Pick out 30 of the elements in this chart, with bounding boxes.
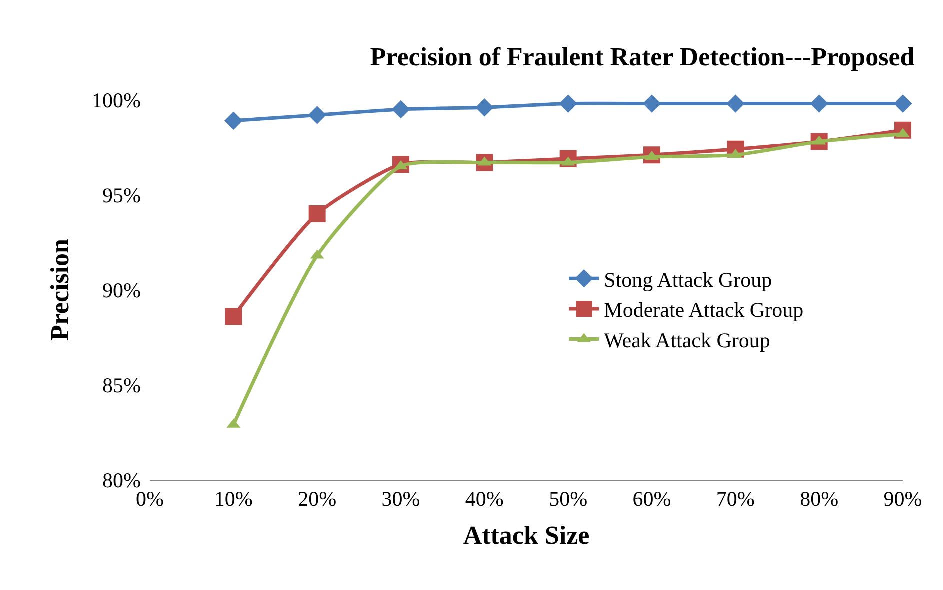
x-tick-label: 40% (465, 487, 504, 512)
point (894, 94, 912, 113)
y-axis-title: Precision (45, 238, 74, 342)
point (308, 206, 326, 222)
y-tick-label: 95% (102, 183, 141, 208)
point (726, 94, 745, 113)
x-axis-title: Attack Size (463, 520, 590, 550)
chart-title: Precision of Fraulent Rater Detection---Proposed (370, 42, 916, 72)
legend-label: Moderate Attack Group (604, 298, 804, 322)
point (224, 112, 243, 130)
point (308, 106, 326, 124)
x-tick-label: 90% (884, 487, 922, 512)
x-tick-label: 60% (632, 487, 672, 512)
legend-label: Weak Attack Group (604, 328, 770, 352)
y-tick-label: 85% (102, 373, 141, 398)
legend-label: Stong Attack Group (604, 268, 772, 292)
point (225, 308, 242, 326)
y-tick-label: 90% (102, 278, 141, 302)
point (642, 94, 662, 113)
point (559, 94, 578, 113)
point (392, 100, 410, 119)
x-tick-label: 80% (800, 487, 839, 512)
point (476, 98, 494, 117)
x-tick-label: 10% (214, 487, 253, 512)
x-tick-label: 50% (549, 487, 588, 512)
x-tick-label: 30% (382, 487, 420, 512)
point (810, 94, 828, 113)
x-tick-label: 70% (716, 487, 755, 512)
x-tick-label: 20% (298, 487, 337, 512)
y-tick-label: 100% (92, 88, 141, 112)
